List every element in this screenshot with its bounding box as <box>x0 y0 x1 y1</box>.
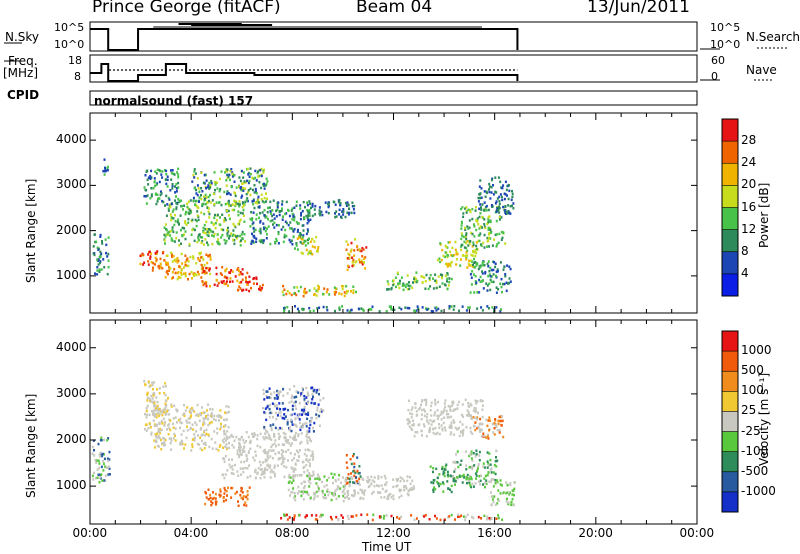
velocity-colorbar-frame <box>721 330 739 513</box>
power-heatmap-cells <box>92 158 515 313</box>
velocity-colorbar-tick-label-1: 500 <box>741 363 764 378</box>
velocity-colorbar-cell-6 <box>722 451 738 473</box>
xtick-label-6: 00:00 <box>679 526 715 540</box>
freq-trace <box>90 63 519 82</box>
nsky-peak-trace <box>178 23 273 26</box>
velocity-ytick-label-0: 1000 <box>56 478 87 493</box>
velocity-colorbar-tick-label-4: -25 <box>741 423 761 438</box>
power-ytick-label-0: 1000 <box>56 267 87 282</box>
velocity-ytick-label-3: 4000 <box>56 339 87 354</box>
velocity-colorbar-tick-label-6: -500 <box>741 463 769 478</box>
power-ytick-label-1: 2000 <box>56 222 87 237</box>
velocity-heatmap-cells <box>91 380 516 522</box>
power-colorbar-tick-label-3: 16 <box>741 199 757 214</box>
nsearch-tick-high: 10^5 <box>710 21 741 34</box>
power-ytick-label-2: 3000 <box>56 177 87 192</box>
velocity-colorbar-tick-label-0: 1000 <box>741 343 772 358</box>
power-colorbar-cell-4 <box>722 207 738 231</box>
velocity-colorbar-cell-1 <box>722 351 738 372</box>
nsky-trace <box>90 28 519 51</box>
velocity-colorbar-cell-4 <box>722 411 738 433</box>
nsearch-label: N.Search <box>746 30 800 44</box>
power-ylabel: Slant Range [km] <box>24 178 38 283</box>
power-colorbar-cell-2 <box>722 163 738 186</box>
velocity-colorbar-tick-label-7: -1000 <box>741 483 776 498</box>
velocity-colorbar-tick-label-3: 25 <box>741 403 757 418</box>
velocity-ylabel: Slant Range [km] <box>24 393 38 498</box>
strip-left-legend-lines <box>4 42 22 62</box>
nave-tick-low: 0 <box>711 70 718 83</box>
power-colorbar-cell-1 <box>722 141 738 164</box>
power-colorbar-tick-label-4: 20 <box>741 177 757 192</box>
nave-tick-high: 60 <box>711 54 725 67</box>
freq-tick-low: 8 <box>74 70 81 83</box>
freq-label: Freq. <box>8 54 38 68</box>
power-colorbar-tick-label-0: 4 <box>741 265 749 280</box>
power-colorbar-tick-label-6: 28 <box>741 133 757 148</box>
cpid-strip-frame <box>89 90 698 106</box>
nave-label: Nave <box>746 63 777 77</box>
velocity-colorbar-tick-label-5: -100 <box>741 443 769 458</box>
freq-unit: [MHz] <box>3 66 39 80</box>
xtick-label-2: 08:00 <box>274 526 310 540</box>
power-colorbar-cell-3 <box>722 185 738 208</box>
velocity-colorbar-cell-8 <box>722 491 738 513</box>
cpid-label: CPID <box>7 88 40 102</box>
velocity-colorbar-cell-7 <box>722 471 738 493</box>
velocity-ytick-label-2: 3000 <box>56 385 87 400</box>
xtick-label-4: 16:00 <box>477 526 512 540</box>
nsky-strip-frame <box>89 21 698 52</box>
xaxis-label: Time UT <box>362 540 412 554</box>
velocity-colorbar-cell-3 <box>722 391 738 412</box>
station-title: Prince George (fitACF) <box>92 0 281 17</box>
velocity-colorbar-cell-0 <box>722 331 738 352</box>
power-colorbar-tick-label-5: 24 <box>741 155 757 170</box>
power-ytick-label-3: 4000 <box>56 132 87 147</box>
xtick-label-0: 00:00 <box>72 526 108 540</box>
freq-strip-frame <box>89 54 698 83</box>
power-colorbar-cell-0 <box>722 119 738 142</box>
nsky-tick-low: 10^0 <box>54 38 85 51</box>
date-title: 13/Jun/2011 <box>587 0 690 17</box>
beam-title: Beam 04 <box>356 0 433 17</box>
power-colorbar-cell-5 <box>722 229 738 253</box>
nsky-label: N.Sky <box>5 30 40 44</box>
velocity-colorbar-cell-2 <box>722 371 738 392</box>
power-colorbar-tick-label-2: 12 <box>741 221 757 236</box>
strip-right-ticks <box>700 48 720 81</box>
freq-tick-high: 18 <box>68 54 82 67</box>
velocity-ytick-label-1: 2000 <box>56 432 87 446</box>
xtick-label-1: 04:00 <box>173 526 209 540</box>
power-colorbar-label: Power [dB] <box>757 182 771 248</box>
power-colorbar-cell-7 <box>722 273 738 297</box>
nsky-tick-high: 10^5 <box>54 21 85 34</box>
xtick-label-3: 12:00 <box>376 526 411 540</box>
velocity-colorbar-cell-5 <box>722 431 738 453</box>
power-colorbar-cell-6 <box>722 251 738 275</box>
cpid-value: normalsound (fast) 157 <box>94 94 254 108</box>
xtick-label-5: 20:00 <box>578 526 613 540</box>
velocity-colorbar-tick-label-2: 100 <box>741 383 764 398</box>
nsearch-tick-low: 10^0 <box>710 38 741 51</box>
power-colorbar-tick-label-1: 8 <box>741 243 749 258</box>
